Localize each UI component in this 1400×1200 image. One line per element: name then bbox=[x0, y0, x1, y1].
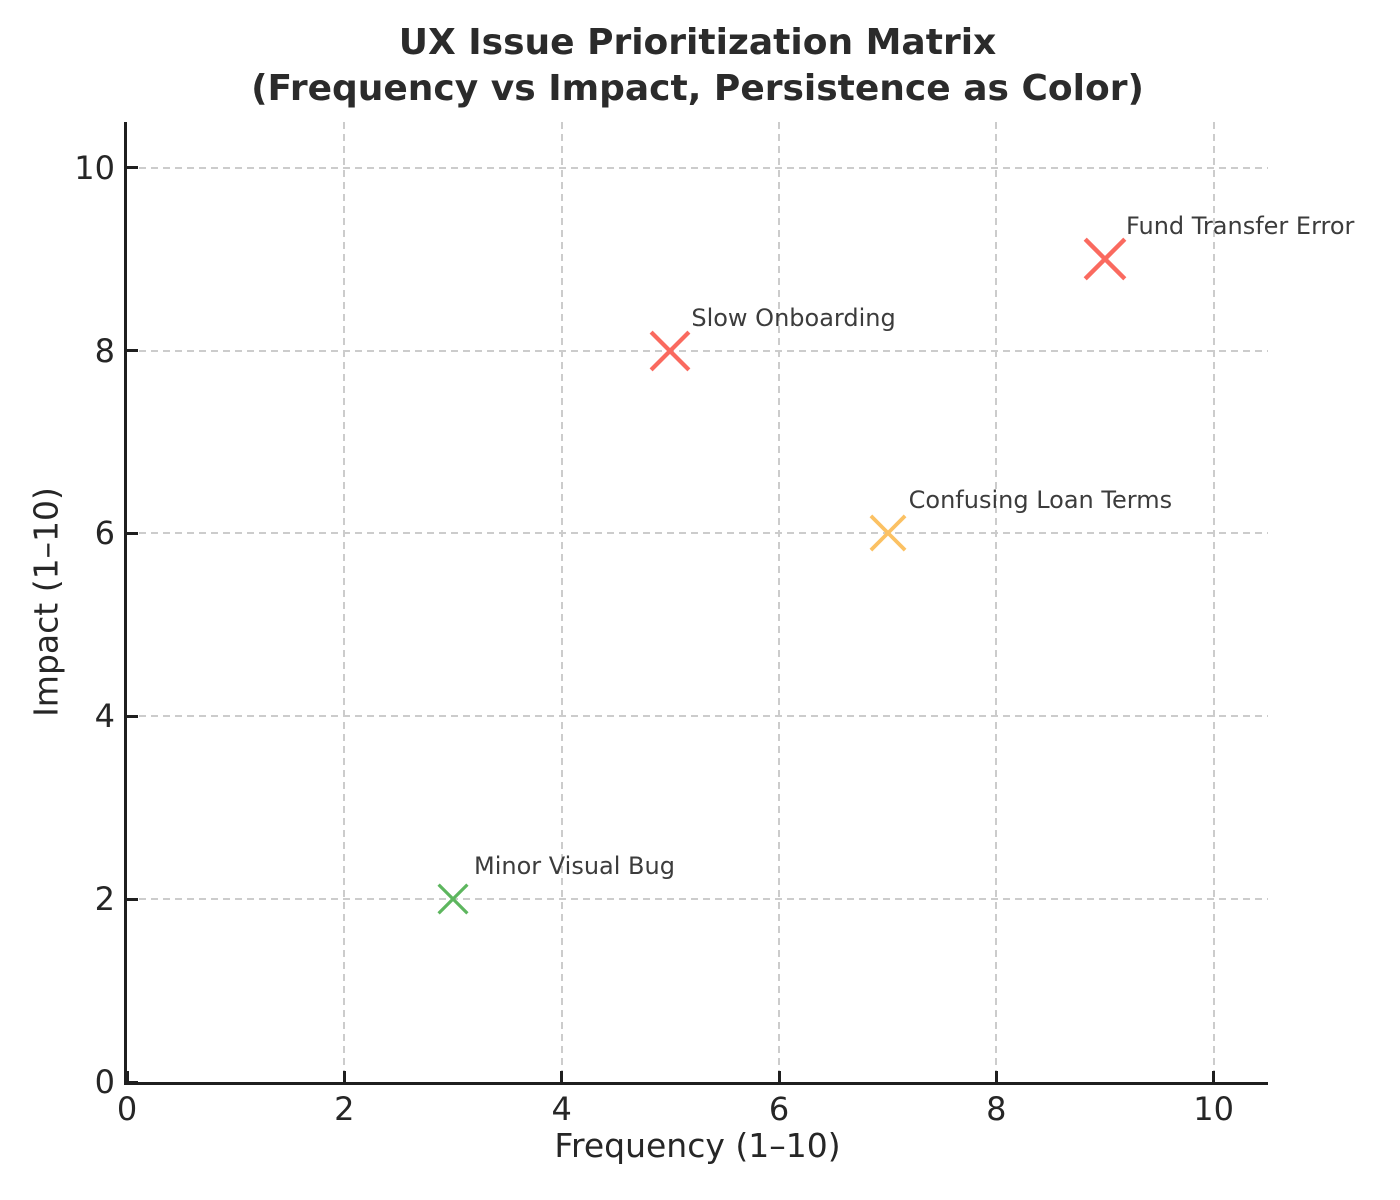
gridline-x-8 bbox=[995, 122, 998, 1082]
x-tick-label-10: 10 bbox=[1193, 1090, 1235, 1128]
data-point-label-1: Slow Onboarding bbox=[691, 303, 896, 332]
gridline-x-6 bbox=[778, 122, 780, 1082]
gridline-y-8 bbox=[127, 349, 1268, 352]
gridline-y-6 bbox=[127, 532, 1268, 535]
x-tick-mark-2 bbox=[342, 1071, 346, 1082]
y-tick-mark-10 bbox=[127, 166, 138, 170]
x-tick-label-8: 8 bbox=[986, 1090, 1007, 1128]
data-point-marker-0 bbox=[1083, 237, 1127, 281]
data-point-label-2: Confusing Loan Terms bbox=[908, 486, 1173, 515]
gridline-x-4 bbox=[560, 122, 563, 1082]
x-tick-label-2: 2 bbox=[334, 1090, 355, 1128]
y-axis-label: Impact (1–10) bbox=[26, 487, 66, 717]
x-tick-label-4: 4 bbox=[551, 1090, 572, 1128]
y-tick-label-2: 2 bbox=[94, 880, 115, 919]
x-axis-spine bbox=[124, 1082, 1268, 1085]
y-tick-mark-4 bbox=[127, 714, 138, 718]
data-point-marker-3 bbox=[437, 883, 469, 915]
plot-area: 0 2 4 6 8 10 0 2 4 6 8 10 Fund Transfer Error Slow On… bbox=[74, 122, 1354, 1128]
gridline-x-2 bbox=[343, 122, 346, 1082]
gridline-y-10 bbox=[127, 166, 1268, 169]
y-tick-mark-2 bbox=[127, 897, 138, 901]
x-tick-label-6: 6 bbox=[768, 1090, 790, 1128]
x-tick-mark-8 bbox=[994, 1071, 998, 1082]
y-tick-label-6: 6 bbox=[94, 514, 115, 553]
chart-title-line2: (Frequency vs Impact, Persistence as Col… bbox=[251, 68, 1144, 109]
y-tick-label-4: 4 bbox=[94, 697, 115, 736]
data-point-label-0: Fund Transfer Error bbox=[1126, 212, 1355, 241]
data-point-label-3: Minor Visual Bug bbox=[474, 852, 675, 881]
gridline-y-2 bbox=[127, 898, 1268, 901]
x-axis-label: Frequency (1–10) bbox=[554, 1126, 841, 1165]
chart-title: UX Issue Prioritization Matrix (Frequenc… bbox=[127, 20, 1268, 112]
y-tick-mark-6 bbox=[127, 531, 138, 535]
y-tick-mark-0 bbox=[127, 1080, 138, 1084]
x-tick-mark-4 bbox=[560, 1071, 564, 1082]
gridline-x-10 bbox=[1212, 122, 1215, 1082]
x-tick-label-0: 0 bbox=[116, 1090, 138, 1128]
y-tick-label-8: 8 bbox=[94, 331, 115, 370]
x-tick-mark-6 bbox=[777, 1071, 781, 1082]
x-tick-mark-10 bbox=[1212, 1071, 1216, 1082]
y-axis-spine bbox=[124, 122, 127, 1085]
y-tick-label-0: 0 bbox=[94, 1063, 115, 1101]
gridline-y-4 bbox=[127, 715, 1268, 718]
y-tick-label-10: 10 bbox=[74, 148, 115, 187]
data-point-marker-1 bbox=[649, 330, 691, 371]
y-tick-mark-8 bbox=[127, 349, 138, 353]
x-tick-mark-0 bbox=[125, 1071, 129, 1082]
data-point-marker-2 bbox=[869, 514, 907, 552]
chart-title-line1: UX Issue Prioritization Matrix bbox=[398, 22, 997, 63]
